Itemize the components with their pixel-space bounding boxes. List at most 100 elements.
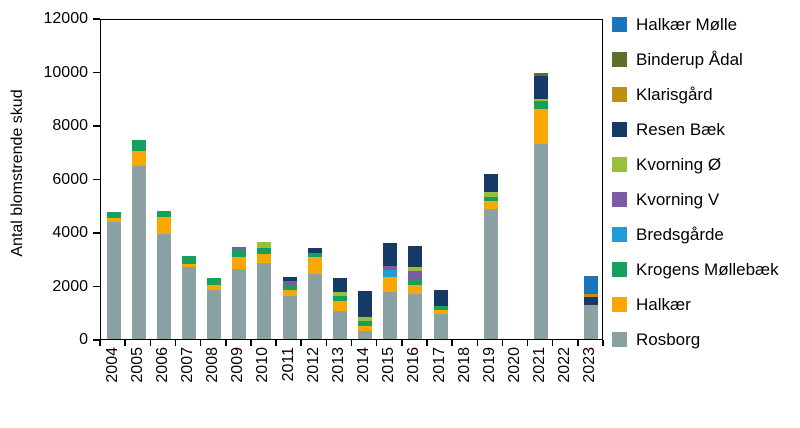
y-tick-label: 6000 [52,170,88,188]
bar-segment-rosborg [408,294,423,339]
legend-item-bredsg-rde: Bredsgårde [612,224,779,245]
bar-2004 [106,211,121,339]
legend-swatch-icon [612,332,627,347]
bar-segment-rosborg [307,274,322,339]
bar-segment-krogens-m-lleb-k [232,250,247,257]
legend-swatch-icon [612,87,627,102]
bar-segment-resen-b-k [433,289,448,306]
x-tick-label-2007: 2007 [179,347,197,383]
x-tick-label-2016: 2016 [405,347,423,383]
bar-2014 [358,290,373,339]
bar-segment-krogens-m-lleb-k [534,101,549,110]
y-tick-label: 12000 [43,10,89,27]
bar-2013 [332,278,347,339]
x-tick [551,340,554,346]
legend-item-halk-r-m-lle: Halkær Mølle [612,14,779,35]
bar-segment-resen-b-k [383,243,398,266]
legend-swatch-icon [612,227,627,242]
y-tick [93,339,100,341]
bar-segment-halk-r [156,217,171,235]
bar-segment-kvorning-v [383,265,398,271]
y-tick [93,178,100,181]
bar-segment-rosborg [156,234,171,339]
legend-swatch-icon [612,52,627,67]
legend-label: Kvorning V [636,190,720,209]
bar-segment-rosborg [207,289,222,339]
legend-label: Halkær Mølle [636,15,738,34]
legend-swatch-icon [612,122,627,137]
bar-segment-krogens-m-lleb-k [182,255,197,264]
legend: Halkær Mølle Binderup Ådal Klarisgård Resen… [612,14,779,364]
bar-segment-halk-r [207,284,222,290]
x-tick [250,340,252,346]
x-tick [577,340,579,346]
bar-segment-rosborg [433,314,448,339]
x-tick-label-2005: 2005 [128,347,146,383]
bar-2011 [282,276,297,339]
plot-area [100,19,603,340]
bar-2019 [483,174,498,339]
bar-segment-halk-r [182,263,197,268]
bar-segment-kvorning-v [282,280,297,285]
bar-2005 [131,139,146,339]
x-tick-label-2008: 2008 [204,347,222,383]
bar-segment-halk-r [483,201,498,209]
x-tick [124,340,126,346]
x-tick-label-2019: 2019 [480,347,498,383]
x-tick [300,340,302,346]
bar-segment-rosborg [131,165,146,339]
bar-segment-binderup-dal [534,73,549,76]
bar-segment-rosborg [383,292,398,339]
bar-segment-rosborg [332,311,347,339]
x-tick-label-2009: 2009 [229,347,247,383]
x-tick [451,340,453,346]
bar-segment-krogens-m-lleb-k [106,211,121,219]
bar-segment-halk-r [383,277,398,293]
bar-segment-kvorning- [358,317,373,322]
bar-segment-resen-b-k [483,174,498,193]
legend-item-krogens-m-lleb-k: Krogens Møllebæk [612,259,779,280]
x-tick [401,340,403,346]
bar-segment-resen-b-k [332,278,347,293]
bar-segment-krogens-m-lleb-k [307,253,322,258]
x-tick-label-2006: 2006 [153,347,171,383]
legend-item-resen-b-k: Resen Bæk [612,119,779,140]
bar-segment-rosborg [534,144,549,339]
legend-label: Kvorning Ø [636,155,722,174]
bar-segment-halk-r [307,257,322,274]
bar-segment-kvorning- [332,292,347,297]
x-tick [174,340,177,346]
bar-2006 [156,210,171,339]
bar-2010 [257,241,272,339]
bar-segment-halk-r [282,289,297,296]
x-tick-label-2012: 2012 [304,347,322,383]
bar-segment-krogens-m-lleb-k [257,248,272,254]
bar-segment-krogens-m-lleb-k [433,305,448,310]
x-tick [225,340,227,346]
legend-label: Binderup Ådal [636,50,743,69]
x-tick-label-2017: 2017 [430,347,448,383]
bar-segment-resen-b-k [534,75,549,100]
bar-segment-rosborg [106,222,121,339]
x-tick [275,340,277,346]
bar-segment-bredsg-rde [383,270,398,278]
legend-label: Klarisgård [636,85,713,104]
y-tick-label: 8000 [52,117,88,134]
bar-segment-kvorning- [534,99,549,102]
bar-segment-krogens-m-lleb-k [483,197,498,202]
bar-segment-rosborg [232,268,247,339]
y-axis-title: Antal blomstrende skud [9,89,26,257]
bar-segment-halk-r [106,218,121,223]
bar-segment-halk-r [358,325,373,331]
bar-segment-halk-r [131,150,146,166]
bar-segment-kvorning- [257,241,272,249]
x-tick [426,340,428,346]
bar-segment-rosborg [182,267,197,339]
legend-swatch-icon [612,297,627,312]
legend-label: Bredsgårde [636,225,724,244]
bar-segment-resen-b-k [584,297,599,305]
bar-segment-resen-b-k [358,290,373,318]
x-tick-label-2010: 2010 [254,347,272,383]
bar-segment-krogens-m-lleb-k [332,296,347,302]
